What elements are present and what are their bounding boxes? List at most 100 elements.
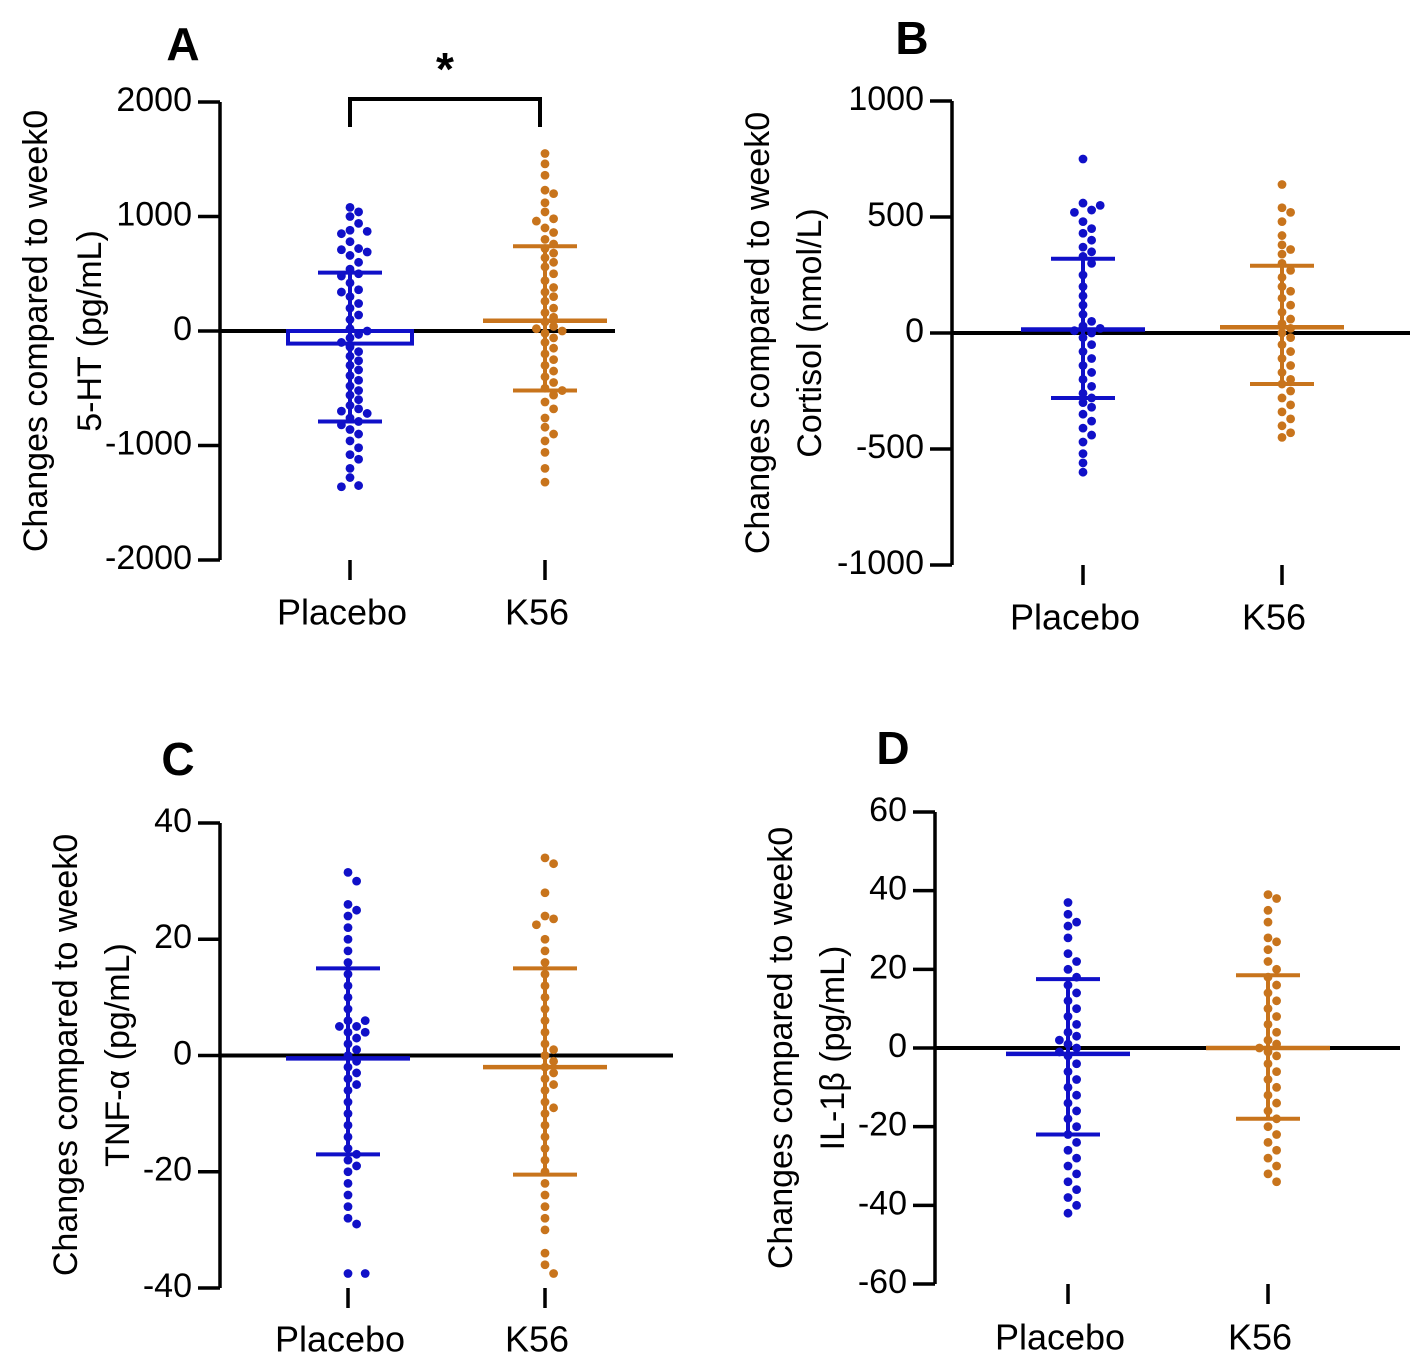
data-point (352, 1219, 361, 1229)
data-point (360, 1269, 370, 1278)
y-tick-label: -2000 (105, 539, 192, 577)
data-point (1072, 1075, 1081, 1084)
y-tick-label: -500 (856, 428, 924, 466)
data-point (1072, 957, 1081, 966)
series-placebo (1006, 898, 1130, 1218)
y-tick-label: -60 (858, 1263, 907, 1301)
data-point (1087, 402, 1096, 412)
series-k56 (1220, 180, 1344, 442)
data-point (362, 409, 372, 418)
data-point (354, 365, 363, 375)
data-point (532, 920, 541, 930)
data-point (540, 1213, 550, 1223)
y-tick-label: -40 (143, 1267, 192, 1305)
data-point (1087, 259, 1096, 268)
y-tick-label: -1000 (837, 544, 924, 582)
data-point (549, 1103, 558, 1113)
y-tick-label: 0 (888, 1027, 907, 1065)
data-point (540, 1202, 550, 1212)
data-point (352, 1080, 361, 1089)
data-point (549, 189, 558, 199)
data-point (1272, 1161, 1281, 1171)
data-point (549, 283, 558, 292)
data-point (549, 366, 558, 376)
data-point (1063, 1208, 1073, 1218)
data-point (352, 905, 361, 915)
data-point (1087, 368, 1096, 377)
data-point (1087, 340, 1096, 349)
data-point (1286, 300, 1295, 310)
data-point (549, 322, 558, 331)
data-point (343, 1155, 353, 1165)
data-point (540, 1260, 550, 1270)
series-k56 (483, 853, 607, 1278)
data-point (549, 1269, 558, 1278)
data-point (354, 347, 363, 357)
data-point (549, 429, 558, 439)
x-tick-label-k56: K56 (505, 1319, 569, 1360)
data-point (540, 1225, 550, 1235)
data-point (1072, 1004, 1081, 1014)
data-point (1063, 921, 1073, 931)
data-point (540, 888, 550, 898)
data-point (549, 248, 558, 258)
data-point (532, 324, 541, 334)
y-axis-title: Changes compared to week0 (739, 112, 777, 554)
y-tick-label: 0 (173, 310, 192, 348)
data-point (1078, 154, 1088, 164)
data-point (1087, 430, 1096, 440)
data-point (540, 1178, 550, 1188)
data-point (549, 355, 558, 365)
data-point (549, 214, 558, 224)
data-point (335, 1022, 344, 1031)
data-point (1078, 409, 1088, 419)
data-point (1063, 909, 1073, 919)
data-point (354, 404, 363, 414)
data-point (1286, 286, 1295, 296)
y-tick-label: 0 (905, 312, 924, 350)
data-point (1263, 1138, 1273, 1147)
data-point (1072, 1020, 1081, 1029)
data-point (1078, 398, 1088, 407)
data-point (362, 226, 372, 236)
x-tick-label-placebo: Placebo (1010, 597, 1140, 638)
data-point (1078, 423, 1088, 433)
data-point (1286, 386, 1295, 396)
data-point (345, 436, 355, 446)
y-tick-label: 1000 (116, 195, 192, 233)
data-point (354, 218, 363, 228)
data-point (1072, 988, 1081, 998)
data-point (549, 1080, 558, 1089)
data-point (1272, 937, 1281, 947)
y-axis-unit-title: TNF-α (pg/mL) (99, 943, 137, 1167)
data-point (1078, 217, 1088, 227)
data-point (1277, 180, 1287, 189)
x-tick-label-placebo: Placebo (277, 592, 407, 633)
y-axis-unit-title: 5-HT (pg/mL) (71, 230, 109, 432)
data-point (540, 207, 550, 217)
y-tick-label: 500 (867, 196, 924, 234)
data-point (1272, 1145, 1281, 1155)
data-point (1078, 228, 1088, 238)
y-axis-title: Changes compared to week0 (762, 827, 800, 1269)
data-point (1272, 1130, 1281, 1139)
data-point (1072, 1169, 1081, 1179)
data-point (352, 1022, 361, 1031)
y-tick-label: 40 (154, 802, 192, 840)
data-point (1272, 996, 1281, 1006)
data-point (352, 876, 361, 886)
data-point (354, 285, 363, 295)
data-point (1072, 1138, 1081, 1147)
data-point (343, 934, 353, 944)
data-point (354, 481, 363, 490)
data-point (1263, 1153, 1273, 1163)
data-point (549, 378, 558, 387)
data-point (1286, 207, 1295, 217)
data-point (345, 202, 355, 212)
data-point (1286, 333, 1295, 343)
data-point (1277, 433, 1287, 442)
data-point (1263, 933, 1273, 943)
data-point (1272, 1098, 1281, 1108)
data-point (1078, 242, 1088, 252)
